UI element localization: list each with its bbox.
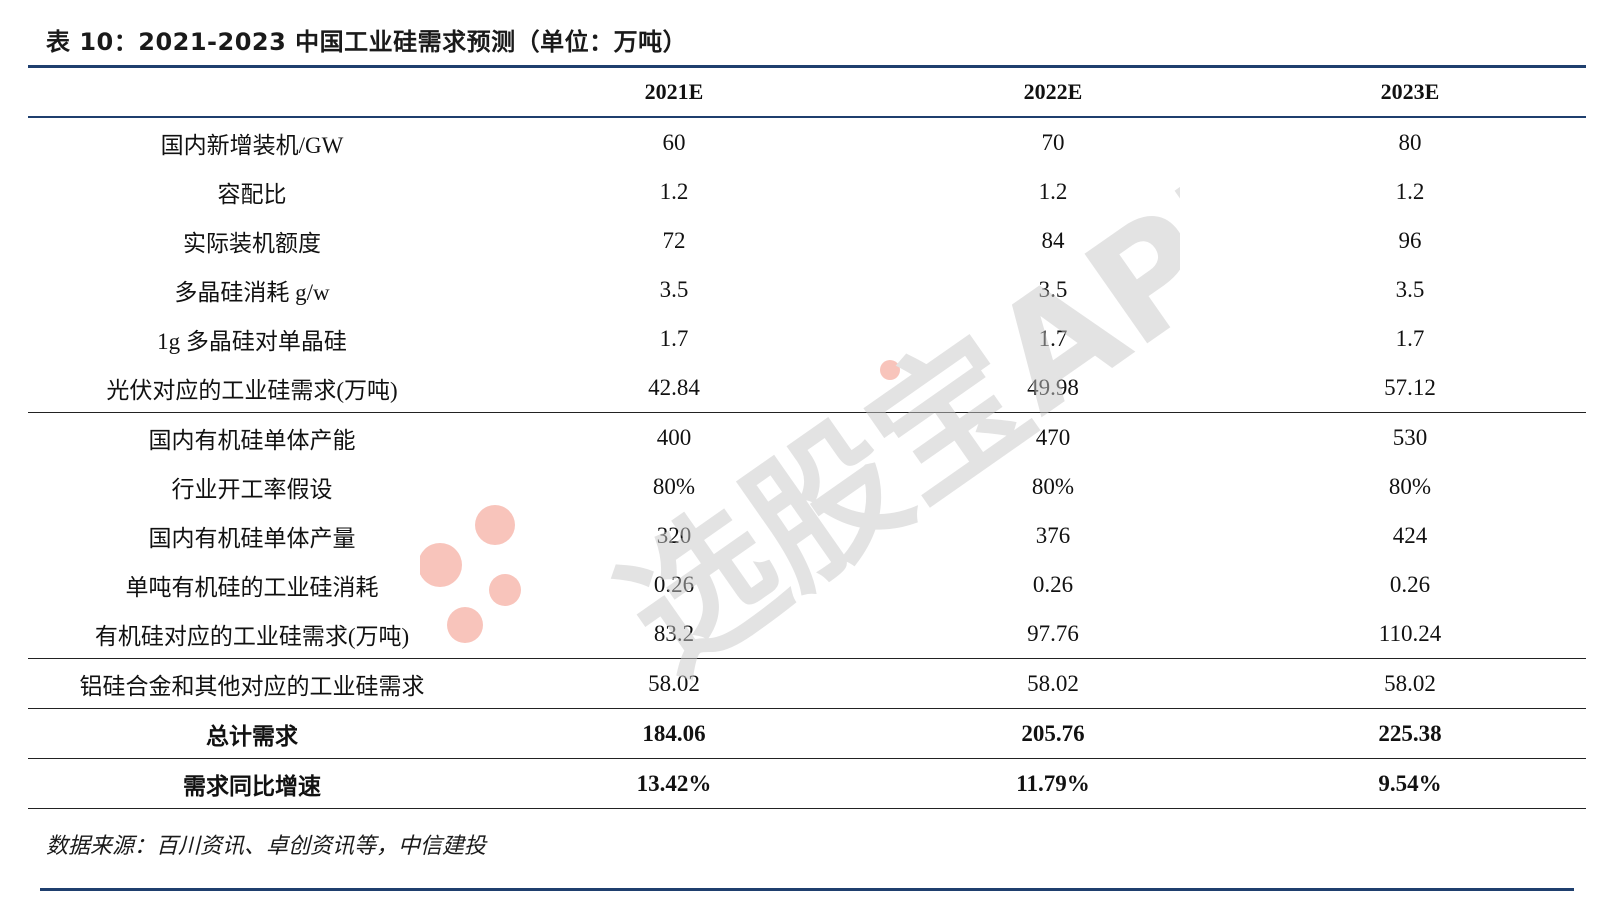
row-label: 需求同比增速 [183, 773, 321, 799]
table-row: 国内有机硅单体产量 320 376 424 [28, 511, 1586, 560]
value-cell: 0.26 [653, 571, 695, 597]
value-cell: 84 [1041, 227, 1065, 253]
value-cell: 70 [1041, 129, 1065, 155]
row-label: 总计需求 [206, 723, 298, 749]
value-cell: 58.02 [648, 670, 700, 696]
value-cell: 1.7 [1395, 325, 1425, 351]
table-title: 表 10：2021-2023 中国工业硅需求预测（单位：万吨） [46, 28, 688, 56]
group-separator [28, 412, 1586, 413]
value-cell: 205.76 [1021, 720, 1085, 746]
table-row: 光伏对应的工业硅需求(万吨) 42.84 49.98 57.12 [28, 363, 1586, 412]
table-row: 实际装机额度 72 84 96 [28, 216, 1586, 265]
value-cell: 530 [1392, 424, 1428, 450]
value-cell: 1.7 [1038, 325, 1068, 351]
value-cell: 3.5 [1395, 276, 1425, 302]
source-note: 数据来源：百川资讯、卓创资讯等，中信建投 [46, 834, 487, 859]
row-label: 国内有机硅单体产量 [148, 525, 356, 551]
table-row: 容配比 1.2 1.2 1.2 [28, 167, 1586, 216]
value-cell: 13.42% [636, 770, 712, 796]
value-cell: 58.02 [1027, 670, 1079, 696]
table-row: 有机硅对应的工业硅需求(万吨) 83.2 97.76 110.24 [28, 609, 1586, 658]
value-cell: 184.06 [642, 720, 706, 746]
header-cell-2022e: 2022E [1023, 79, 1083, 104]
row-label: 单吨有机硅的工业硅消耗 [125, 574, 379, 600]
value-cell: 3.5 [659, 276, 689, 302]
value-cell: 1.2 [1038, 178, 1068, 204]
row-label: 有机硅对应的工业硅需求(万吨) [94, 623, 410, 649]
value-cell: 9.54% [1378, 770, 1442, 796]
table-row: 行业开工率假设 80% 80% 80% [28, 462, 1586, 511]
value-cell: 376 [1035, 522, 1071, 548]
value-cell: 1.2 [1395, 178, 1425, 204]
top-rule [28, 65, 1586, 68]
bottom-rule [40, 888, 1574, 891]
row-label: 容配比 [217, 181, 287, 207]
value-cell: 424 [1392, 522, 1428, 548]
row-label: 光伏对应的工业硅需求(万吨) [106, 377, 398, 403]
value-cell: 400 [656, 424, 692, 450]
value-cell: 49.98 [1027, 374, 1079, 400]
row-label: 国内有机硅单体产能 [148, 427, 356, 453]
table-header-row: 2021E 2022E 2023E [28, 68, 1586, 116]
value-cell: 320 [656, 522, 692, 548]
value-cell: 83.2 [653, 620, 695, 646]
value-cell: 60 [662, 129, 686, 155]
header-cell-2021e: 2021E [644, 79, 704, 104]
row-label: 国内新增装机/GW [160, 132, 344, 158]
value-cell: 96 [1398, 227, 1422, 253]
value-cell: 225.38 [1378, 720, 1442, 746]
row-label: 1g 多晶硅对单晶硅 [157, 328, 347, 354]
value-cell: 0.26 [1032, 571, 1074, 597]
table-row: 多晶硅消耗 g/w 3.5 3.5 3.5 [28, 265, 1586, 314]
value-cell: 42.84 [648, 374, 700, 400]
row-label: 铝硅合金和其他对应的工业硅需求 [79, 673, 425, 699]
group-separator [28, 758, 1586, 759]
value-cell: 80% [652, 473, 696, 499]
table-row: 国内有机硅单体产能 400 470 530 [28, 413, 1586, 462]
group-separator [28, 658, 1586, 659]
value-cell: 3.5 [1038, 276, 1068, 302]
value-cell: 80% [1388, 473, 1432, 499]
table-row: 国内新增装机/GW 60 70 80 [28, 118, 1586, 167]
value-cell: 11.79% [1016, 770, 1090, 796]
value-cell: 470 [1035, 424, 1071, 450]
value-cell: 97.76 [1027, 620, 1079, 646]
header-rule [28, 116, 1586, 118]
value-cell: 58.02 [1384, 670, 1436, 696]
table-row: 需求同比增速 13.42% 11.79% 9.54% [28, 759, 1586, 808]
table-row: 铝硅合金和其他对应的工业硅需求 58.02 58.02 58.02 [28, 659, 1586, 708]
table-bottom-rule [28, 808, 1586, 809]
table-row: 总计需求 184.06 205.76 225.38 [28, 709, 1586, 758]
table-row: 单吨有机硅的工业硅消耗 0.26 0.26 0.26 [28, 560, 1586, 609]
value-cell: 80 [1398, 129, 1422, 155]
header-cell-2023e: 2023E [1380, 79, 1440, 104]
group-separator [28, 708, 1586, 709]
value-cell: 72 [662, 227, 686, 253]
value-cell: 80% [1031, 473, 1075, 499]
row-label: 多晶硅消耗 g/w [174, 279, 330, 305]
row-label: 行业开工率假设 [171, 476, 333, 502]
table-body: 国内新增装机/GW 60 70 80 容配比 1.2 1.2 1.2 实际装机额度 72 84 96 多… [28, 118, 1586, 809]
table-row: 1g 多晶硅对单晶硅 1.7 1.7 1.7 [28, 314, 1586, 363]
value-cell: 1.7 [659, 325, 689, 351]
value-cell: 1.2 [659, 178, 689, 204]
value-cell: 57.12 [1384, 374, 1436, 400]
value-cell: 110.24 [1378, 620, 1442, 646]
forecast-table: 2021E 2022E 2023E 国内新增装机/GW 60 70 80 容配比 1.2 1… [28, 68, 1586, 809]
value-cell: 0.26 [1389, 571, 1431, 597]
row-label: 实际装机额度 [183, 230, 321, 256]
